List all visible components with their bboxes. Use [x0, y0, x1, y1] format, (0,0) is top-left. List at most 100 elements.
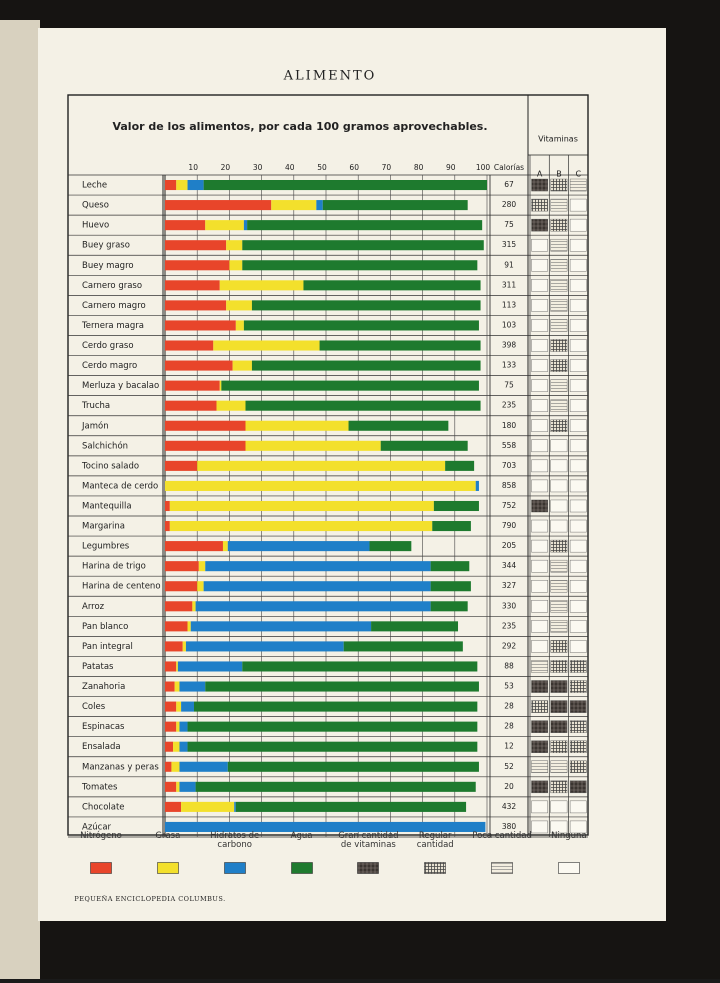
vitamin-cell [569, 459, 587, 473]
bar-segment [198, 561, 206, 572]
bar-segment [165, 360, 233, 371]
bar-segment [219, 380, 222, 391]
vitamin-cell [531, 319, 548, 332]
calories-label: Calorías [494, 163, 524, 172]
vitamins-label: Vitaminas [538, 135, 578, 144]
vitamin-cell [550, 499, 568, 513]
vitamin-cell [569, 299, 587, 312]
calories-value: 752 [502, 501, 517, 510]
bar-segment [247, 220, 483, 231]
calories-value: 52 [504, 762, 514, 771]
calories-value: 398 [502, 341, 517, 350]
vitamin-cell [531, 218, 548, 232]
vitamin-cell [531, 700, 548, 713]
bar-segment [179, 741, 188, 752]
vitamin-cell [550, 218, 568, 232]
vitamin-cell [569, 198, 587, 212]
vitamin-cell [550, 198, 568, 212]
bar-segment [165, 480, 476, 491]
bar-segment [165, 641, 183, 652]
bar-segment [165, 460, 198, 471]
vitamin-cell [569, 600, 587, 613]
vitamin-cell [531, 279, 548, 292]
bar-segment [165, 621, 188, 632]
bar-segment [227, 541, 370, 552]
vitamin-column-label: A [537, 170, 543, 179]
category-label: Jamón [81, 420, 109, 431]
vitamin-cell [569, 399, 587, 412]
category-label: Tocino salado [81, 461, 139, 471]
bar-segment [165, 801, 182, 812]
category-label: Tomates [81, 782, 118, 792]
category-label: Chocolate [82, 802, 125, 812]
vitamin-cell [569, 439, 587, 453]
vitamin-cell [550, 640, 568, 653]
bar-segment [193, 701, 478, 712]
bar-segment [235, 801, 467, 812]
legend-label: Hidratos de carbono [210, 831, 260, 850]
category-label: Mantequilla [82, 501, 132, 511]
bar-segment [179, 761, 228, 772]
bar-segment [348, 420, 449, 431]
legend-label: Poca cantidad [472, 831, 532, 841]
category-label: Leche [82, 181, 107, 191]
vitamin-cell [531, 359, 548, 372]
bar-segment [187, 621, 191, 632]
legend-item: Hidratos de carbono [204, 832, 266, 874]
legend-item: Ninguna [538, 832, 600, 874]
bar-segment [181, 701, 194, 712]
bar-segment [369, 541, 412, 552]
bar-segment [176, 701, 182, 712]
bar-segment [319, 340, 481, 351]
vitamin-cell [550, 740, 568, 753]
category-label: Arroz [82, 602, 105, 612]
bar-segment [227, 761, 479, 772]
bar-segment [430, 601, 468, 612]
bar-segment [165, 320, 236, 331]
category-label: Manzanas y peras [82, 762, 159, 772]
legend-label: Regular cantidad [416, 831, 454, 850]
x-tick-label: 70 [382, 163, 392, 172]
vitamin-cell [569, 379, 587, 392]
vitamin-cell [531, 740, 548, 753]
vitamin-cell [550, 660, 568, 673]
category-label: Harina de centeno [82, 582, 161, 592]
legend-item: Agua [271, 832, 333, 874]
calories-value: 91 [504, 260, 514, 269]
vitamin-cell [569, 218, 587, 232]
bar-segment [165, 581, 198, 592]
vitamin-cell [550, 700, 568, 713]
level-swatch [491, 862, 513, 874]
bar-segment [176, 721, 180, 732]
legend-item: Regular cantidad [404, 832, 466, 874]
vitamin-cell [569, 479, 587, 493]
calories-value: 235 [502, 621, 517, 630]
legend-swatch [491, 862, 513, 874]
series-swatch [290, 862, 313, 874]
calories-value: 103 [502, 320, 517, 329]
vitamin-cell [569, 238, 587, 252]
bar-segment [165, 280, 220, 291]
vitamin-cell [550, 580, 568, 593]
x-tick-label: 20 [221, 163, 231, 172]
vitamin-cell [550, 178, 568, 192]
bar-segment [203, 581, 431, 592]
vitamin-cell [569, 279, 587, 292]
calories-value: 327 [502, 581, 517, 590]
category-label: Trucha [81, 401, 110, 411]
vitamin-cell [550, 760, 568, 773]
vitamin-cell [569, 760, 587, 773]
bar-segment [205, 561, 431, 572]
vitamin-cell [569, 580, 587, 593]
vitamin-cell [569, 740, 587, 753]
vitamin-cell [550, 479, 568, 493]
category-label: Carnero graso [82, 281, 142, 291]
bar-segment [176, 180, 188, 191]
vitamin-cell [531, 519, 548, 533]
bar-segment [226, 240, 243, 251]
bar-segment [229, 260, 243, 271]
vitamin-cell [550, 459, 568, 473]
bar-segment [197, 460, 446, 471]
